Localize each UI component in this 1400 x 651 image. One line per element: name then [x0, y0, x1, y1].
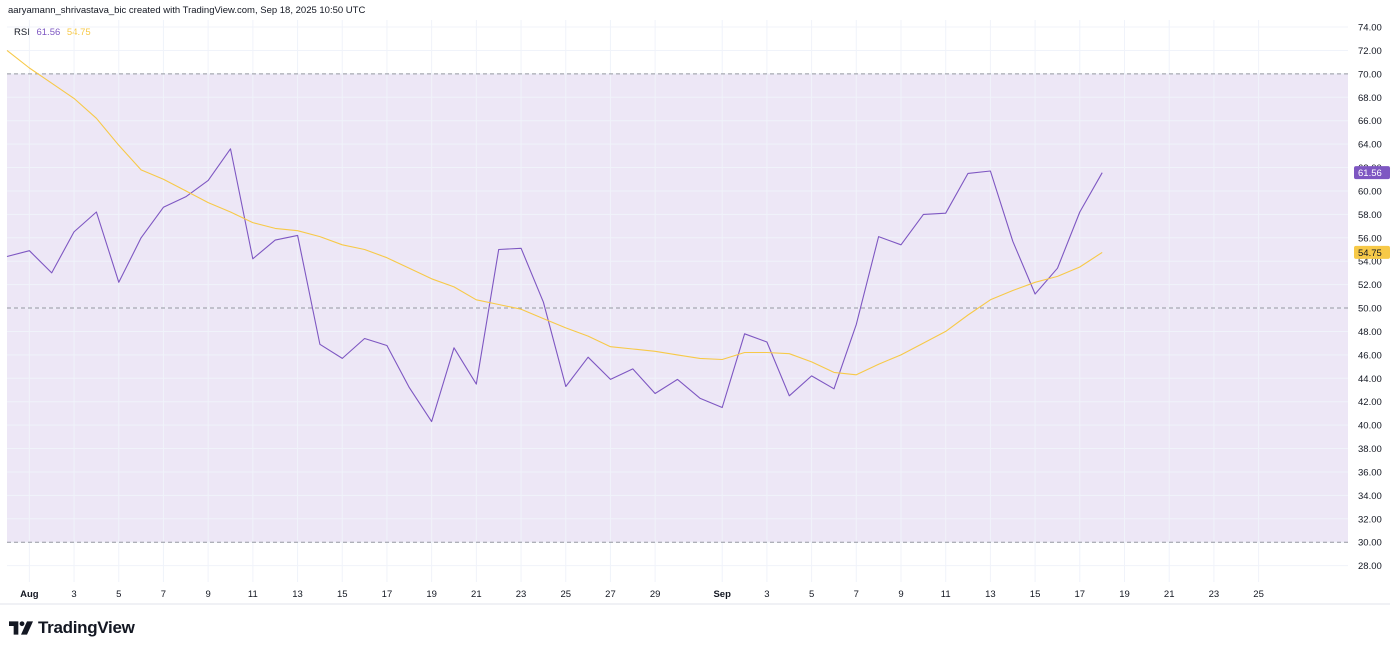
y-tick-label: 34.00: [1358, 491, 1382, 502]
legend-label: RSI: [14, 27, 30, 38]
x-tick-label: 9: [898, 589, 903, 600]
y-tick-label: 42.00: [1358, 397, 1382, 408]
y-tick-label: 40.00: [1358, 421, 1382, 432]
legend-ma-value: 54.75: [66, 27, 91, 38]
y-tick-label: 60.00: [1358, 186, 1382, 197]
chart-attribution: aaryamann_shrivastava_bic created with T…: [8, 5, 366, 16]
y-tick-label: 52.00: [1358, 280, 1382, 291]
x-tick-label: 11: [941, 589, 951, 600]
y-tick-label: 54.00: [1358, 257, 1382, 268]
y-tick-label: 56.00: [1358, 233, 1382, 244]
x-tick-label: 3: [71, 589, 76, 600]
legend-rsi-value: 61.56: [36, 27, 61, 38]
x-tick-label: 19: [1119, 589, 1130, 600]
y-tick-label: 48.00: [1358, 327, 1382, 338]
x-tick-label: 9: [206, 589, 211, 600]
tradingview-logo[interactable]: TradingView: [9, 618, 135, 638]
x-tick-label: Aug: [20, 589, 39, 600]
y-tick-label: 30.00: [1358, 538, 1382, 549]
ma-last-value-label: 54.75: [1354, 245, 1390, 259]
rsi-line: [6, 148, 1103, 423]
y-tick-label: 50.00: [1358, 304, 1382, 315]
y-tick-label: 64.00: [1358, 140, 1382, 151]
x-tick-label: 23: [516, 589, 527, 600]
x-tick-label: 5: [809, 589, 814, 600]
x-tick-label: 3: [764, 589, 769, 600]
last-value-text: 61.56: [1358, 168, 1382, 179]
rsi-ma-line: [6, 49, 1103, 376]
x-tick-label: 13: [985, 589, 996, 600]
rsi-last-value-label: 61.56: [1354, 166, 1390, 180]
x-tick-label: 21: [1164, 589, 1175, 600]
indicator-legend[interactable]: RSI 61.56 54.75: [14, 27, 91, 38]
last-value-badge: [1354, 166, 1390, 180]
y-tick-label: 32.00: [1358, 514, 1382, 525]
x-tick-label: Sep: [713, 589, 731, 600]
y-tick-label: 70.00: [1358, 69, 1382, 80]
x-tick-label: 13: [292, 589, 303, 600]
x-tick-label: 29: [650, 589, 661, 600]
last-value-text: 54.75: [1358, 248, 1382, 259]
x-tick-label: 19: [426, 589, 437, 600]
x-tick-label: 15: [337, 589, 348, 600]
x-tick-label: 25: [560, 589, 571, 600]
x-tick-label: 17: [382, 589, 393, 600]
x-tick-label: 21: [471, 589, 482, 600]
y-tick-label: 28.00: [1358, 561, 1382, 572]
y-tick-label: 38.00: [1358, 444, 1382, 455]
x-tick-label: 15: [1030, 589, 1041, 600]
y-tick-label: 46.00: [1358, 350, 1382, 361]
x-tick-label: 7: [854, 589, 859, 600]
y-tick-label: 44.00: [1358, 374, 1382, 385]
y-tick-label: 72.00: [1358, 46, 1382, 57]
brand-name: TradingView: [38, 618, 135, 637]
y-tick-label: 36.00: [1358, 467, 1382, 478]
y-tick-label: 58.00: [1358, 210, 1382, 221]
y-tick-label: 68.00: [1358, 93, 1382, 104]
x-tick-label: 7: [161, 589, 166, 600]
y-tick-label: 74.00: [1358, 23, 1382, 34]
x-tick-label: 11: [248, 589, 258, 600]
tradingview-logo-icon: [9, 621, 33, 635]
x-tick-label: 23: [1209, 589, 1220, 600]
x-tick-label: 17: [1075, 589, 1086, 600]
y-tick-label: 66.00: [1358, 116, 1382, 127]
x-tick-label: 5: [116, 589, 121, 600]
x-tick-label: 25: [1253, 589, 1264, 600]
rsi-chart[interactable]: 28.00 30.00 32.00 34.00 36.00 38.00 40.00 42.00…: [0, 0, 1400, 612]
last-value-badge: [1354, 245, 1390, 259]
x-tick-label: 27: [605, 589, 616, 600]
